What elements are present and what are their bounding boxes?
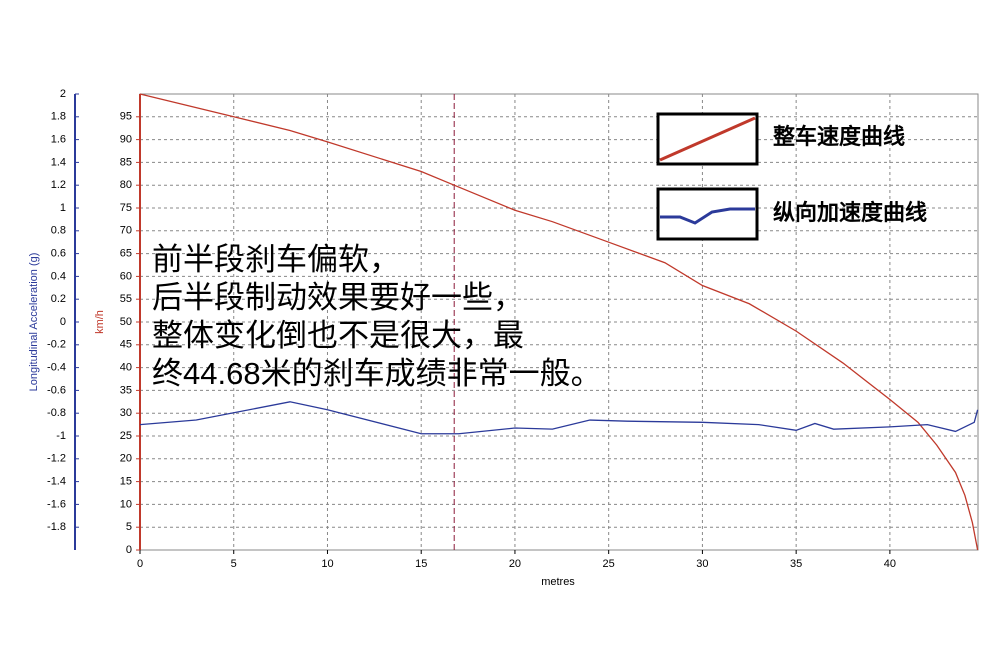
- x-tick-label: 0: [137, 558, 143, 570]
- y-tick-label: 80: [120, 179, 132, 191]
- y2-tick-label: -1.6: [47, 498, 66, 510]
- y-tick-label: 40: [120, 362, 132, 374]
- y2-axis-label: Longitudinal Acceleration (g): [28, 253, 40, 392]
- annotation: 后半段制动效果要好一些，: [152, 280, 524, 315]
- y-axis-label: km/h: [94, 310, 106, 334]
- y2-tick-label: -1.4: [47, 476, 66, 488]
- series-line: [139, 401, 979, 435]
- y2-tick-label: 1.6: [51, 134, 66, 146]
- x-tick-label: 35: [790, 558, 802, 570]
- y-tick-label: 90: [120, 134, 132, 146]
- y2-tick-label: -1.8: [47, 521, 66, 533]
- y2-tick-label: 0.6: [51, 248, 66, 260]
- y-tick-label: 55: [120, 293, 132, 305]
- y-tick-label: 20: [120, 453, 132, 465]
- y-tick-label: 30: [120, 407, 132, 419]
- y-tick-label: 10: [120, 498, 132, 510]
- y-tick-label: 25: [120, 430, 132, 442]
- grid-layer: [140, 94, 978, 550]
- y-tick-label: 50: [120, 316, 132, 328]
- y2-tick-label: -1.2: [47, 453, 66, 465]
- y-tick-label: 85: [120, 156, 132, 168]
- legend-icon: [659, 116, 756, 162]
- y2-tick-label: -0.2: [47, 339, 66, 351]
- y2-tick-label: 0.2: [51, 293, 66, 305]
- y2-tick-label: 0.8: [51, 225, 66, 237]
- y2-tick-label: 1.8: [51, 111, 66, 123]
- y2-tick-label: 1.4: [51, 156, 66, 168]
- y2-tick-label: 1: [60, 202, 66, 214]
- y2-tick-label: 0.4: [51, 270, 66, 282]
- y-tick-label: 35: [120, 384, 132, 396]
- y-tick-label: 70: [120, 225, 132, 237]
- y-tick-label: 75: [120, 202, 132, 214]
- y-tick-label: 15: [120, 476, 132, 488]
- x-tick-label: 10: [321, 558, 333, 570]
- y2-tick-label: -0.8: [47, 407, 66, 419]
- y2-tick-label: 0: [60, 316, 66, 328]
- y2-tick-label: -0.6: [47, 384, 66, 396]
- annotation: 前半段刹车偏软，: [152, 242, 400, 277]
- legend-icon: [660, 207, 755, 225]
- x-axis-label: metres: [541, 576, 575, 588]
- x-tick-label: 5: [231, 558, 237, 570]
- x-tick-label: 20: [509, 558, 521, 570]
- x-tick-label: 40: [884, 558, 896, 570]
- annotation: 整体变化倒也不是很大，最: [152, 318, 524, 353]
- y-tick-label: 5: [126, 521, 132, 533]
- y2-tick-label: 1.2: [51, 179, 66, 191]
- annotation: 终44.68米的刹车成绩非常一般。: [152, 356, 602, 391]
- x-tick-label: 15: [415, 558, 427, 570]
- legend-label: 整车速度曲线: [773, 124, 905, 149]
- y-tick-label: 65: [120, 248, 132, 260]
- x-tick-label: 25: [603, 558, 615, 570]
- y-tick-label: 45: [120, 339, 132, 351]
- series-line: [139, 93, 979, 551]
- legend-label: 纵向加速度曲线: [773, 200, 927, 225]
- y2-tick-label: -0.4: [47, 362, 66, 374]
- y-tick-label: 0: [126, 544, 132, 556]
- y-tick-label: 60: [120, 270, 132, 282]
- y-tick-label: 95: [120, 111, 132, 123]
- x-tick-label: 30: [696, 558, 708, 570]
- y2-tick-label: -1: [56, 430, 66, 442]
- y2-tick-label: 2: [60, 88, 66, 100]
